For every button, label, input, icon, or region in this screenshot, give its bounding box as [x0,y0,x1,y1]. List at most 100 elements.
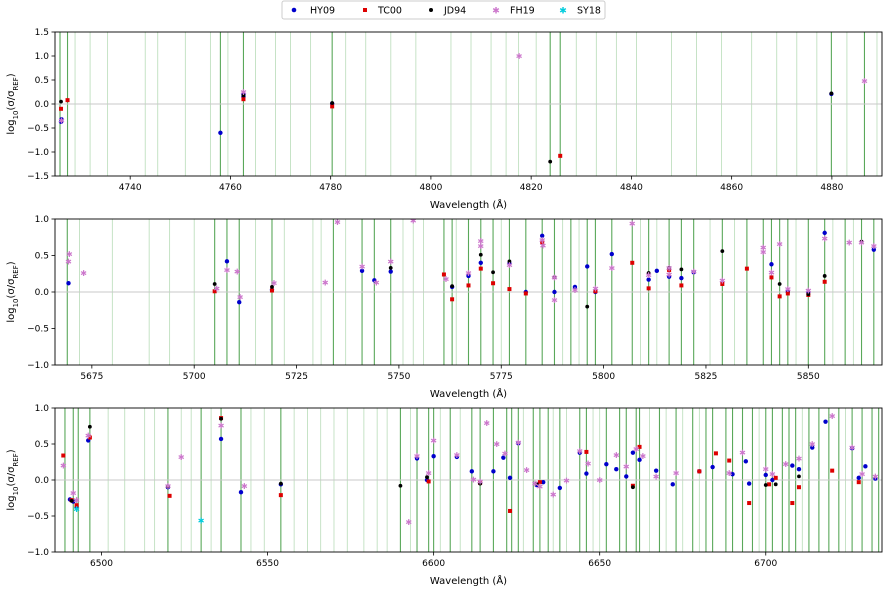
data-point-fh19: ✱ [73,496,80,505]
data-point-fh19: ✱ [859,470,866,479]
data-point-fh19: ✱ [506,261,513,270]
y-tick-label: −0.5 [27,325,49,335]
data-point-fh19: ✱ [821,235,828,244]
legend-item-fh19: ✱ FH19 [492,6,534,17]
data-point-hy09 [454,454,460,460]
data-point-tc00 [330,104,335,109]
data-point-tc00 [667,268,672,273]
data-point-hy09 [679,275,684,281]
data-point-tc00 [777,294,782,299]
plot-area: ✱✱✱✱✱✱✱✱✱✱✱✱✱✱✱✱✱✱✱✱✱✱✱✱✱✱✱✱✱✱✱✱✱✱✱✱✱✱✱✱… [55,408,882,552]
x-tick-label: 6600 [422,559,445,569]
data-point-jd94 [398,483,403,488]
data-point-hy09 [763,472,768,478]
data-point-fh19: ✱ [178,453,185,462]
data-point-fh19: ✱ [760,248,767,257]
data-point-fh19: ✱ [241,482,248,491]
data-point-fh19: ✱ [322,279,329,288]
data-point-tc00 [523,291,528,296]
data-point-tc00 [426,479,431,484]
legend-label-fh19: FH19 [510,6,535,17]
y-tick-label: 0.0 [35,476,50,486]
data-point-hy09 [770,477,775,483]
data-point-fh19: ✱ [85,431,92,440]
data-point-fh19: ✱ [516,52,523,61]
legend-marker-hy09 [291,7,297,13]
data-point-tc00 [637,444,642,449]
data-point-hy09 [863,464,868,469]
y-tick-label: 1.0 [35,52,50,62]
data-point-hy09 [516,441,521,446]
x-tick-label: 6700 [754,559,777,569]
data-point-jd94 [679,267,684,272]
data-point-fh19: ✱ [271,279,278,288]
y-axis-label-part: REF [12,77,20,90]
data-point-fh19: ✱ [537,482,544,491]
y-axis-label-part: log [6,307,17,322]
data-point-hy09 [823,419,828,424]
data-point-fh19: ✱ [551,296,558,305]
data-point-fh19: ✱ [623,462,630,471]
data-point-jd94 [585,304,590,309]
y-axis-label-part: log [6,495,17,510]
x-tick-label: 6550 [256,559,279,569]
data-point-jd94 [806,292,811,297]
data-point-fh19: ✱ [805,287,812,296]
data-point-fh19: ✱ [849,444,856,453]
data-point-fh19: ✱ [739,449,746,458]
data-point-fh19: ✱ [768,268,775,277]
data-point-hy09 [873,476,878,481]
data-point-fh19: ✱ [762,465,769,474]
x-tick-label: 4780 [319,183,342,193]
y-axis-label-part: ) [6,449,17,453]
data-point-jd94 [491,270,495,275]
data-point-fh19: ✱ [387,257,394,266]
data-point-hy09 [539,233,545,238]
data-point-tc00 [558,153,563,158]
x-tick-label: 4800 [419,183,442,193]
data-point-fh19: ✱ [861,77,868,86]
data-point-hy09 [630,450,636,455]
data-point-jd94 [219,416,223,421]
data-point-fh19: ✱ [218,421,225,430]
y-tick-label: 0.0 [35,288,50,298]
data-point-jd94 [773,482,778,487]
data-point-fh19: ✱ [405,518,412,527]
data-point-fh19: ✱ [237,293,244,302]
data-point-tc00 [61,453,66,458]
data-point-jd94 [646,271,651,275]
data-point-tc00 [65,98,70,103]
data-point-fh19: ✱ [629,219,636,228]
data-point-fh19: ✱ [465,269,472,278]
data-point-hy09 [466,273,471,279]
data-point-sy18: ✱ [73,505,80,514]
data-point-tc00 [679,283,684,288]
x-axis-label: Wavelength (Å) [430,198,507,211]
data-point-hy09 [557,485,563,491]
data-point-fh19: ✱ [673,469,680,478]
data-point-fh19: ✱ [633,445,640,454]
y-axis-label-part: 10 [12,299,20,308]
data-point-fh19: ✱ [550,490,557,499]
data-point-fh19: ✱ [165,482,172,491]
data-point-hy09 [730,472,735,477]
data-point-hy09 [769,262,774,267]
data-point-hy09 [604,461,609,467]
data-point-hy09 [572,284,578,290]
data-point-fh19: ✱ [334,218,341,227]
data-point-tc00 [241,97,246,102]
legend-frame [281,0,606,20]
data-point-jd94 [859,239,864,244]
y-axis-label-part: ) [6,261,17,265]
data-point-jd94 [552,275,557,280]
data-point-jd94 [278,481,283,486]
data-point-jd94 [330,101,335,105]
data-point-tc00 [790,501,795,506]
data-point-fh19: ✱ [829,412,836,421]
data-point-fh19: ✱ [477,477,484,486]
data-point-sy18: ✱ [198,516,205,525]
data-point-fh19: ✱ [539,236,546,245]
data-point-jd94 [478,252,483,257]
data-point-tc00 [822,279,827,284]
